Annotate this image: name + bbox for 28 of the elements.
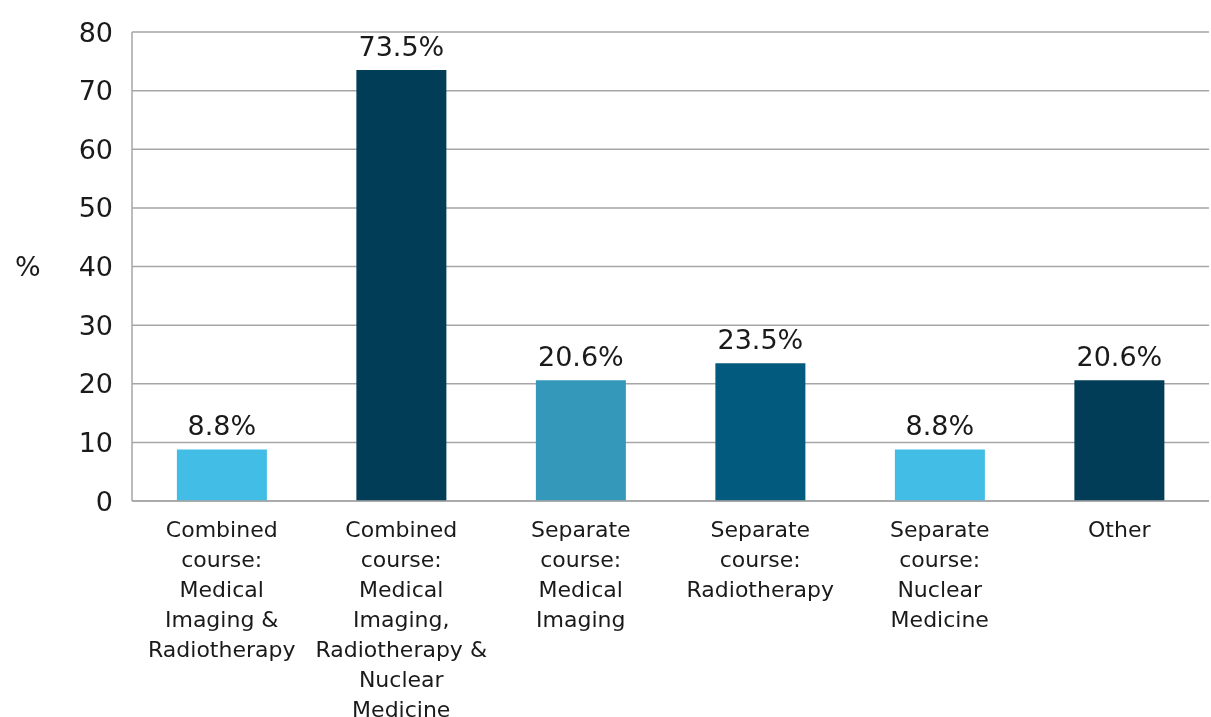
x-tick-label: Other bbox=[1088, 516, 1152, 542]
y-tick-label: 70 bbox=[78, 75, 113, 107]
y-tick-label: 10 bbox=[78, 426, 113, 458]
data-label: 20.6% bbox=[1076, 341, 1163, 373]
bar bbox=[715, 363, 806, 501]
y-tick-label: 20 bbox=[78, 368, 113, 400]
bar bbox=[535, 380, 626, 501]
bar bbox=[1074, 380, 1165, 501]
bar bbox=[176, 449, 267, 501]
bar bbox=[356, 70, 447, 501]
data-label: 23.5% bbox=[717, 324, 804, 356]
y-tick-label: 40 bbox=[78, 251, 113, 283]
x-tick-label: Separate course: Medical Imaging bbox=[530, 516, 631, 632]
y-tick-label: 80 bbox=[78, 16, 113, 48]
x-tick-label: Separate course: Radiotherapy bbox=[686, 516, 834, 602]
y-tick-label: 50 bbox=[78, 192, 113, 224]
data-label: 20.6% bbox=[537, 341, 624, 373]
y-tick-label: 30 bbox=[78, 309, 113, 341]
y-axis-title: % bbox=[15, 251, 41, 283]
y-tick-label: 0 bbox=[95, 485, 113, 517]
bar bbox=[894, 449, 985, 501]
data-label: 8.8% bbox=[187, 410, 257, 442]
data-label: 73.5% bbox=[358, 31, 445, 63]
x-tick-label: Combined course: Medical Imaging & Radiotherapy bbox=[148, 516, 296, 662]
x-tick-label: Separate course: Nuclear Medicine bbox=[889, 516, 990, 632]
data-label: 8.8% bbox=[905, 410, 975, 442]
y-tick-label: 60 bbox=[78, 133, 113, 165]
x-tick-label: Combined course: Medical Imaging, Radiotherapy & Nuclear Medicine bbox=[315, 516, 488, 717]
